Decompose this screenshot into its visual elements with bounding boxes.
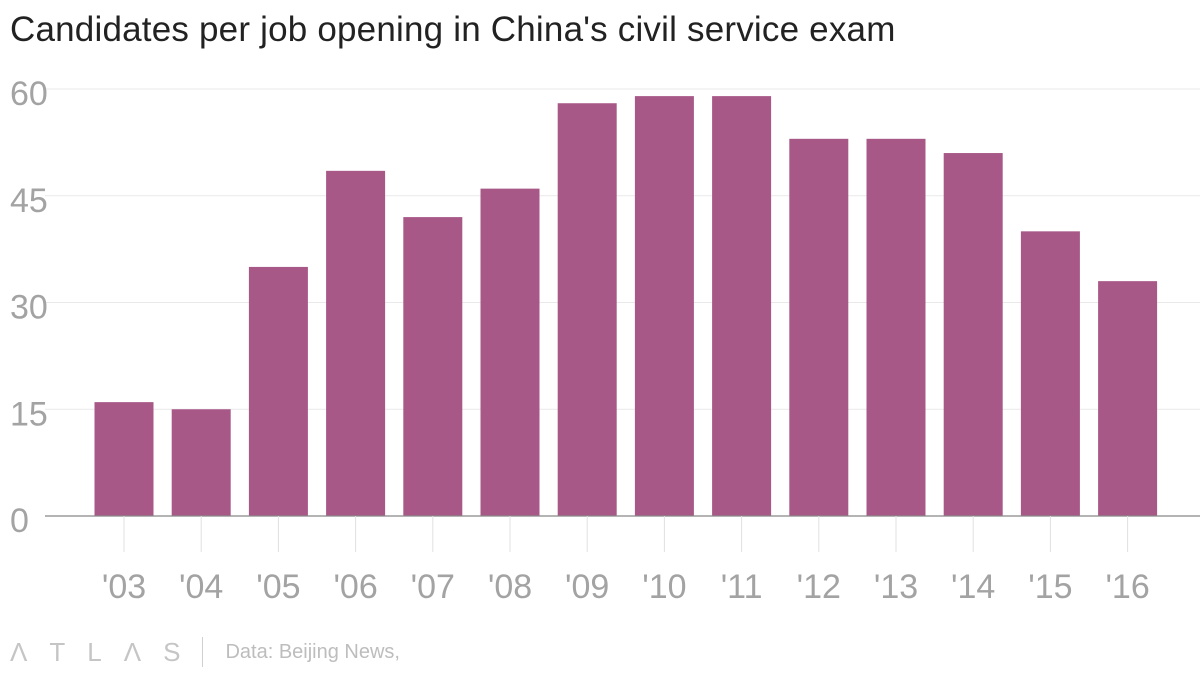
x-tick-label: '14 xyxy=(951,568,995,606)
gridlines xyxy=(45,88,1200,410)
bar xyxy=(712,96,772,516)
source-note: Data: Beijing News, xyxy=(225,640,400,663)
bar xyxy=(866,138,926,517)
x-tick-label: '04 xyxy=(179,568,223,606)
x-tick-label: '07 xyxy=(411,568,455,606)
bar xyxy=(1020,231,1080,517)
bar xyxy=(557,103,617,516)
x-tick-label: '05 xyxy=(256,568,300,606)
chart-title: Candidates per job opening in China's ci… xyxy=(10,10,896,49)
bar xyxy=(94,402,154,516)
atlas-logo-letter: Λ xyxy=(123,636,142,667)
atlas-logo-letter: L xyxy=(87,636,102,667)
bars xyxy=(94,96,1158,517)
y-tick-label: 15 xyxy=(10,395,48,433)
x-tick-label: '08 xyxy=(488,568,532,606)
bar xyxy=(248,266,308,516)
x-tick-label: '03 xyxy=(102,568,146,606)
bar xyxy=(326,170,386,516)
x-tick-label: '16 xyxy=(1105,568,1149,606)
x-axis-labels: '03 '04 '05 '06 '07 '08 '09 '10 '11 '12 '13 '14 '15 '… xyxy=(102,568,1150,606)
x-axis xyxy=(45,515,1200,552)
atlas-logo-letter: Λ xyxy=(10,636,28,667)
bar xyxy=(403,217,463,516)
atlas-logo-letter: S xyxy=(163,636,181,667)
bar xyxy=(943,153,1003,517)
x-tick-label: '13 xyxy=(874,568,918,606)
footer-divider xyxy=(202,637,204,667)
bar xyxy=(634,96,694,516)
y-axis-labels: 0 15 30 45 60 xyxy=(10,75,48,540)
y-tick-label: 0 xyxy=(10,502,29,540)
bar xyxy=(1098,281,1158,516)
bar xyxy=(171,409,231,516)
x-tick-label: '11 xyxy=(721,568,763,606)
x-tick-label: '12 xyxy=(797,568,841,606)
x-tick-label: '15 xyxy=(1028,568,1072,606)
y-tick-label: 30 xyxy=(10,289,48,327)
y-tick-label: 60 xyxy=(10,75,48,113)
x-tick-label: '06 xyxy=(333,568,377,606)
bar xyxy=(789,138,849,517)
x-tick-label: '10 xyxy=(642,568,686,606)
y-tick-label: 45 xyxy=(10,182,48,220)
bar xyxy=(480,188,540,516)
x-tick-label: '09 xyxy=(565,568,609,606)
atlas-logo-letter: T xyxy=(49,636,66,667)
